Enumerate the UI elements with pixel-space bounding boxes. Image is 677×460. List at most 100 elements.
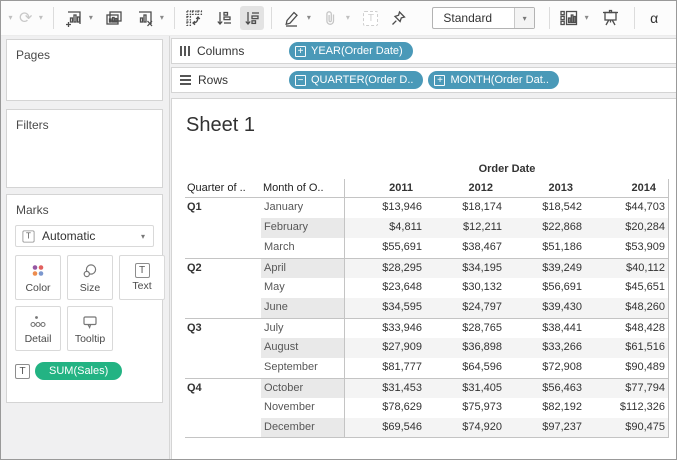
duplicate-sheet-button[interactable] [102,6,126,30]
value-cell[interactable]: $48,260 [585,298,669,318]
month-header-cell[interactable]: October [261,378,345,398]
year-column-header[interactable]: 2013 [505,179,585,198]
expand-icon[interactable]: + [295,45,306,57]
value-cell[interactable]: $53,909 [585,238,669,258]
value-cell[interactable]: $90,489 [585,358,669,378]
year-column-header[interactable]: 2012 [425,179,505,198]
value-cell[interactable]: $64,596 [462,361,502,373]
value-cell[interactable]: $48,428 [585,318,669,338]
value-cell[interactable]: $51,186 [542,241,582,253]
color-button[interactable]: Color [15,255,61,300]
month-header-cell[interactable]: January [261,198,345,218]
dropdown-caret-icon[interactable]: ▾ [38,13,43,22]
chevron-down-icon[interactable]: ▾ [140,231,145,241]
month-header-cell[interactable]: May [261,278,345,298]
value-cell[interactable]: $13,946 [382,201,422,213]
quarter-header-cell[interactable] [185,398,261,418]
value-cell[interactable]: $18,174 [462,201,502,213]
value-cell[interactable]: $12,211 [425,218,505,238]
mark-type-selector[interactable]: T Automatic ▾ [15,225,154,247]
month-header-cell[interactable]: December [261,418,345,438]
month-header-cell[interactable]: April [261,258,345,278]
value-cell[interactable]: $81,777 [382,361,422,373]
value-cell[interactable]: $38,441 [505,318,585,338]
value-cell[interactable]: $24,797 [425,298,505,318]
quarter-header-cell[interactable]: Q4 [185,378,261,398]
month-header-cell[interactable]: June [261,298,345,318]
value-cell[interactable]: $39,430 [505,298,585,318]
value-cell[interactable]: $36,898 [425,338,505,358]
quarter-order-date-pill[interactable]: − QUARTER(Order D.. [289,71,424,89]
year-column-header[interactable]: 2014 [585,179,669,198]
month-field-label[interactable]: Month of O.. [261,179,345,198]
chevron-down-icon[interactable]: ▾ [514,8,535,28]
value-cell[interactable]: $75,973 [462,401,502,413]
value-cell[interactable]: $61,516 [585,338,669,358]
quarter-header-cell[interactable]: Q3 [185,318,261,338]
clear-sheet-button[interactable] [132,6,156,30]
text-button[interactable]: T Text [119,255,165,300]
year-column-header[interactable]: 2011 [345,179,425,198]
collapse-icon[interactable]: − [295,74,306,86]
value-cell[interactable]: $78,629 [382,401,422,413]
value-cell[interactable]: $4,811 [345,218,425,238]
quarter-header-cell[interactable] [185,238,261,258]
dropdown-caret-icon[interactable]: ▾ [88,13,93,22]
value-cell[interactable]: $34,595 [345,298,425,318]
presentation-mode-button[interactable] [598,6,622,30]
value-cell[interactable]: $40,112 [585,258,669,278]
value-cell[interactable]: $31,453 [345,378,425,398]
tooltip-button[interactable]: Tooltip [67,306,113,351]
quarter-header-cell[interactable] [185,358,261,378]
refresh-icon[interactable]: ⟳ [19,10,33,27]
quarter-header-cell[interactable] [185,298,261,318]
column-field-label[interactable]: Order Date [478,163,536,175]
value-cell[interactable]: $23,648 [382,281,422,293]
month-header-cell[interactable]: September [261,358,345,378]
value-cell[interactable]: $28,295 [345,258,425,278]
quarter-header-cell[interactable] [185,278,261,298]
value-cell[interactable]: $55,691 [382,241,422,253]
show-hide-cards-button[interactable] [557,6,581,30]
value-cell[interactable]: $33,266 [505,338,585,358]
new-worksheet-button[interactable] [61,6,85,30]
size-button[interactable]: Size [67,255,113,300]
value-cell[interactable]: $72,908 [542,361,582,373]
value-cell[interactable]: $45,651 [585,278,669,298]
value-cell[interactable]: $39,249 [505,258,585,278]
quarter-header-cell[interactable]: Q2 [185,258,261,278]
columns-shelf[interactable]: Columns + YEAR(Order Date) [171,38,676,64]
month-order-date-pill[interactable]: + MONTH(Order Dat.. [428,71,559,89]
value-cell[interactable]: $27,909 [345,338,425,358]
fit-selector[interactable]: Standard ▾ [432,7,536,29]
show-mark-labels-button[interactable]: T [363,10,379,26]
value-cell[interactable]: $18,542 [542,201,582,213]
month-header-cell[interactable]: November [261,398,345,418]
quarter-header-cell[interactable] [185,338,261,358]
value-cell[interactable]: $34,195 [425,258,505,278]
value-cell[interactable]: $22,868 [505,218,585,238]
rows-shelf[interactable]: Rows − QUARTER(Order D.. + MONTH(Order D… [171,67,676,93]
quarter-field-label[interactable]: Quarter of .. [185,179,261,198]
quarter-header-cell[interactable] [185,418,261,438]
year-order-date-pill[interactable]: + YEAR(Order Date) [289,42,413,60]
filters-shelf[interactable]: Filters [6,109,163,188]
value-cell[interactable]: $31,405 [425,378,505,398]
value-cell[interactable]: $38,467 [462,241,502,253]
dropdown-caret-icon[interactable]: ▾ [159,13,164,22]
value-cell[interactable]: $74,920 [425,418,505,438]
month-header-cell[interactable]: February [261,218,345,238]
quarter-header-cell[interactable] [185,218,261,238]
expand-icon[interactable]: + [434,74,446,86]
value-cell[interactable]: $56,463 [505,378,585,398]
value-cell[interactable]: $30,132 [462,281,502,293]
sort-ascending-button[interactable] [212,6,236,30]
value-cell[interactable]: $97,237 [505,418,585,438]
swap-rows-columns-button[interactable] [182,6,206,30]
value-cell[interactable]: $33,946 [345,318,425,338]
value-cell[interactable]: $77,794 [585,378,669,398]
dropdown-caret-icon[interactable]: ▾ [8,13,13,22]
dropdown-caret-icon[interactable]: ▾ [345,13,350,22]
pages-shelf[interactable]: Pages [6,39,163,101]
value-cell[interactable]: $44,703 [585,198,669,218]
